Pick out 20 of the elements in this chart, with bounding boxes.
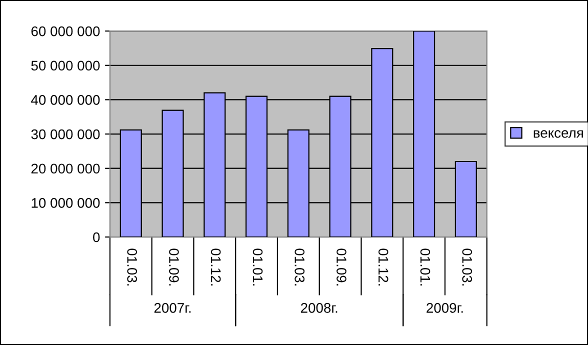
text: 2008г. [300,302,338,313]
x-tick-label: 01.12. [210,248,221,286]
y-tick-label: 40 000 000 [31,95,100,105]
legend-label: векселя [534,130,583,138]
x-tick-label: 01.03. [294,248,305,286]
x-tick-label: 01.03. [462,248,472,286]
y-tick-label: 50 000 000 [31,60,100,71]
x-tick-label: 01.12. [378,248,388,286]
text: 2007г. [154,302,191,313]
y-tick-label: 0 [93,232,100,242]
x-tick-label: 01.01. [252,248,263,286]
x-tick-label: 01.01. [420,248,430,286]
x-tick-label: 01.03. [127,248,137,286]
y-tick-label: 60 000 000 [31,26,100,36]
x-tick-label: 01.09. [169,248,179,286]
y-tick-label: 10 000 000 [32,198,100,208]
x-tick-label: 01.09. [336,248,346,286]
text: 2009г. [426,302,463,313]
y-tick-label: 30 000 000 [31,129,100,140]
y-tick-label: 20 000 000 [31,164,100,174]
